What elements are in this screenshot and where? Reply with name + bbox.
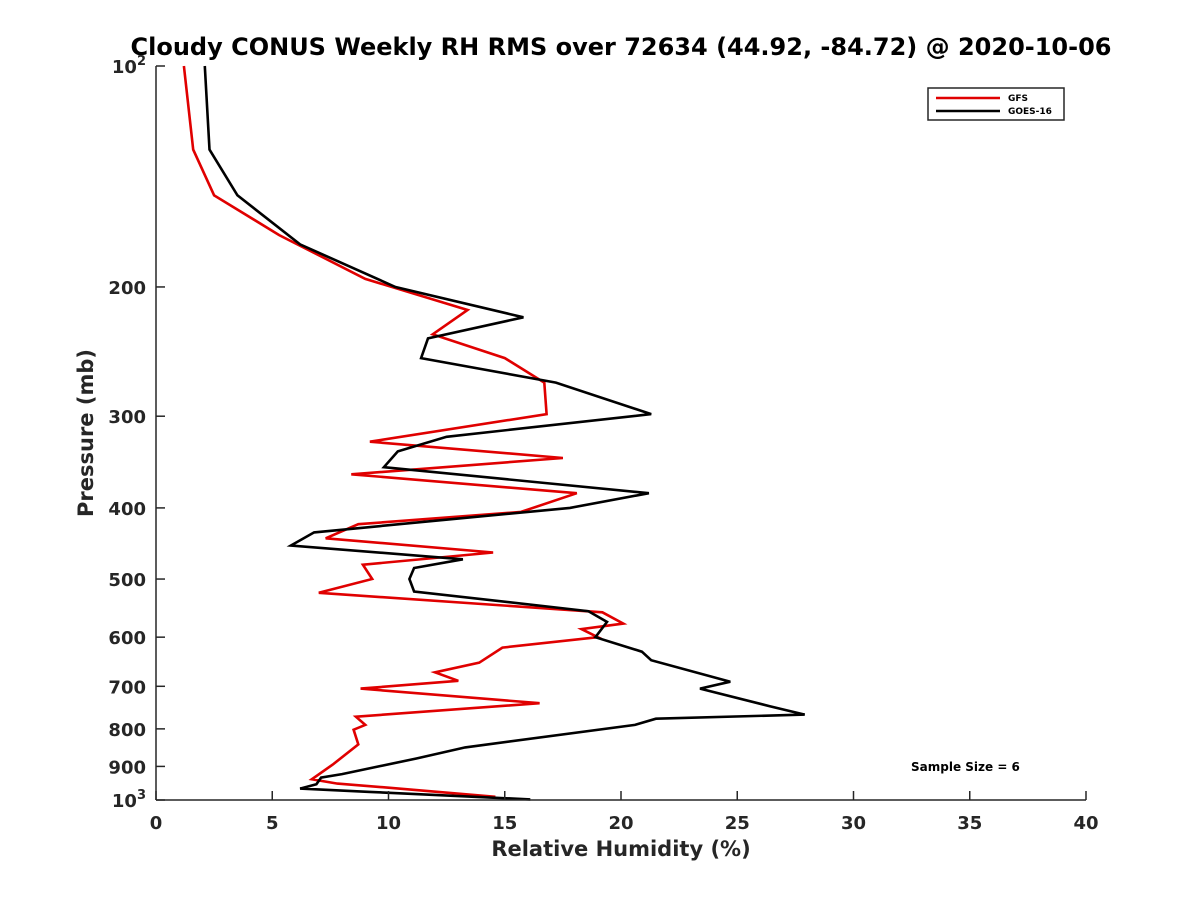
plot-area: 0 5 10 15 20 25 30 35 40 10220030040050060070080… [108,54,1098,834]
y-tick-label: 102 [112,54,146,78]
y-axis-label: Pressure (mb) [74,349,98,517]
series-line-goes-16 [203,65,806,801]
sample-size-annotation: Sample Size = 6 [911,760,1020,774]
y-tick-label: 300 [108,407,146,428]
x-tick-label: 15 [492,813,517,834]
legend-label: GFS [1008,94,1028,104]
x-axis-ticks: 0 5 10 15 20 25 30 35 40 [150,791,1099,834]
y-tick-label-exponent: 2 [137,54,146,69]
legend-label: GOES-16 [1008,107,1052,117]
x-tick-label: 0 [150,813,163,834]
legend-entries: GFS GOES-16 [936,94,1052,117]
x-tick-label: 10 [376,813,401,834]
y-tick-label: 200 [108,278,146,299]
y-tick-label: 900 [108,757,146,778]
y-tick-label-base: 10 [112,791,137,812]
y-tick-label: 400 [108,499,146,520]
y-tick-label: 103 [112,788,146,812]
x-tick-label: 25 [725,813,750,834]
y-tick-label: 800 [108,720,146,741]
chart-title: Cloudy CONUS Weekly RH RMS over 72634 (4… [131,33,1112,61]
y-tick-label: 700 [108,677,146,698]
x-axis-label: Relative Humidity (%) [491,837,750,861]
x-tick-label: 40 [1073,813,1098,834]
x-tick-label: 5 [266,813,279,834]
x-tick-label: 20 [608,813,633,834]
y-tick-label: 500 [108,570,146,591]
series-layer [182,65,806,801]
y-tick-label-base: 10 [112,57,137,78]
legend: GFS GOES-16 [927,87,1065,121]
y-tick-label: 600 [108,628,146,649]
y-tick-label-exponent: 3 [137,788,146,803]
series-line-gfs [182,65,628,799]
x-tick-label: 35 [957,813,982,834]
x-tick-label: 30 [841,813,866,834]
legend-box [927,87,1065,121]
